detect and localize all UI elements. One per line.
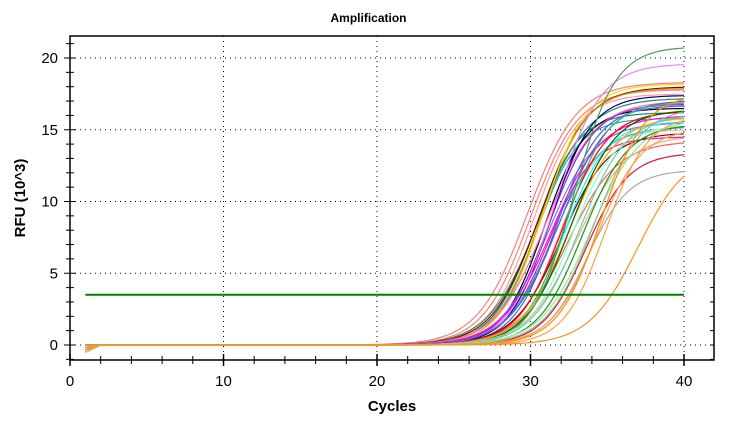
x-tick-label: 10 [215,373,232,390]
amplification-curve-37[interactable] [85,111,685,346]
x-tick-label: 20 [369,373,386,390]
amplification-curve-19[interactable] [85,105,685,351]
y-tick-label: 0 [50,337,58,354]
y-tick-label: 10 [41,194,58,211]
x-tick-label: 0 [66,373,74,390]
plot-frame [69,35,715,361]
amplification-curves [85,47,685,353]
y-tick-label: 20 [41,50,58,67]
y-tick-label: 5 [50,265,58,282]
x-tick-label: 40 [676,373,693,390]
amplification-curve-11[interactable] [85,101,685,351]
chart-title: Amplification [330,11,407,25]
amplification-curve-17[interactable] [85,127,685,346]
amplification-curve-10[interactable] [85,107,685,348]
y-axis-label: RFU (10^3) [12,159,29,238]
amplification-curve-41[interactable] [85,175,685,346]
x-axis-label: Cycles [368,398,416,415]
amplification-curve-27[interactable] [85,118,685,351]
x-tick-label: 30 [522,373,539,390]
amplification-curve-30[interactable] [85,47,685,348]
y-tick-label: 15 [41,122,58,139]
amplification-curve-40[interactable] [85,120,685,353]
axes: 0 5 10 15 20 0 10 20 30 40 [41,43,714,390]
amplification-curve-9[interactable] [85,83,685,346]
